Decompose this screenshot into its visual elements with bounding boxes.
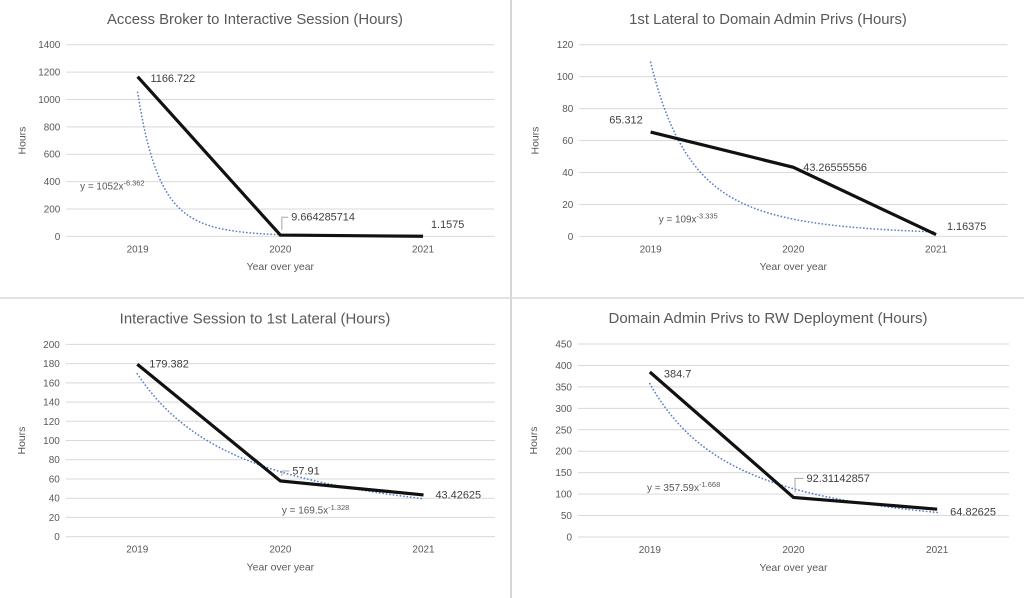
trendline-dotted bbox=[648, 382, 939, 514]
trendline-equation: y = 169.5x-1.328 bbox=[282, 503, 349, 517]
y-axis-tick-label: 120 bbox=[43, 417, 60, 428]
y-axis-tick-label: 800 bbox=[44, 122, 61, 133]
x-axis-tick-label: 2021 bbox=[925, 244, 948, 255]
line-chart-interactive-session-to-1st-lateral: 0 20 40 60 80 100 120 140 160 180 200 Hours 2019 2020… bbox=[17, 310, 496, 574]
chart-panel-domain-admin-privs-to-rw-deployment: 0 50 100 150 200 250 300 350 400 450 Hours 2019 2020… bbox=[512, 299, 1024, 598]
y-axis-tick-label: 80 bbox=[49, 455, 61, 466]
y-axis-tick-label: 120 bbox=[557, 40, 574, 51]
x-axis-title: Year over year bbox=[247, 563, 315, 574]
x-axis-tick-label: 2020 bbox=[269, 244, 292, 255]
trendline-equation: y = 109x-3.335 bbox=[659, 212, 718, 226]
y-axis-tick-label: 0 bbox=[55, 232, 61, 243]
x-axis-tick-label: 2020 bbox=[269, 545, 292, 556]
y-axis-tick-label: 100 bbox=[43, 436, 60, 447]
line-chart-1st-lateral-to-domain-admin-privs: 0 20 40 60 80 100 120 Hours 2019 2020 2021 Year ove… bbox=[531, 12, 1008, 273]
data-label: 9.664285714 bbox=[291, 212, 355, 224]
y-axis-title: Hours bbox=[531, 127, 542, 155]
data-label: 65.312 bbox=[609, 115, 642, 127]
series-line bbox=[136, 362, 424, 497]
y-axis-tick-label: 150 bbox=[555, 468, 572, 479]
x-axis-tick-label: 2019 bbox=[640, 244, 663, 255]
y-axis-tick-label: 140 bbox=[43, 398, 60, 409]
trendline-dotted bbox=[136, 372, 425, 500]
data-label: 1.1575 bbox=[431, 219, 464, 231]
data-label: 384.7 bbox=[664, 369, 692, 381]
y-axis-title: Hours bbox=[18, 127, 29, 155]
chart-title: 1st Lateral to Domain Admin Privs (Hours… bbox=[629, 12, 907, 28]
data-label: 1166.722 bbox=[151, 73, 196, 85]
x-axis-tick-label: 2021 bbox=[412, 244, 435, 255]
y-axis-tick-label: 600 bbox=[44, 150, 61, 161]
x-axis-tick-label: 2019 bbox=[126, 545, 149, 556]
chart-title: Domain Admin Privs to RW Deployment (Hou… bbox=[609, 310, 928, 327]
y-axis-tick-label: 300 bbox=[555, 404, 572, 415]
y-axis-title: Hours bbox=[17, 427, 28, 455]
x-axis-tick-label: 2021 bbox=[412, 545, 435, 556]
series-line bbox=[648, 370, 938, 511]
x-axis-title: Year over year bbox=[247, 262, 315, 273]
y-axis-tick-label: 1000 bbox=[38, 95, 61, 106]
series-line bbox=[136, 75, 424, 238]
trendline-dotted bbox=[136, 91, 424, 238]
y-axis-tick-label: 20 bbox=[562, 200, 574, 211]
y-axis-tick-label: 60 bbox=[49, 474, 61, 485]
y-axis-tick-label: 450 bbox=[555, 340, 572, 351]
x-axis-title: Year over year bbox=[760, 562, 828, 574]
trendline-equation: y = 357.59x-1.668 bbox=[647, 480, 720, 494]
y-axis-tick-label: 50 bbox=[561, 511, 573, 522]
y-axis-tick-label: 200 bbox=[555, 447, 572, 458]
y-axis-tick-label: 0 bbox=[54, 532, 60, 543]
trendline-dotted bbox=[649, 61, 937, 233]
data-label: 92.31142857 bbox=[807, 473, 870, 485]
y-axis-tick-label: 60 bbox=[562, 136, 574, 147]
chart-panel-interactive-session-to-1st-lateral: 0 20 40 60 80 100 120 140 160 180 200 Hours 2019 2020… bbox=[0, 299, 512, 598]
y-axis-title: Hours bbox=[528, 426, 540, 454]
data-label: 43.42625 bbox=[435, 489, 481, 501]
y-axis-tick-label: 40 bbox=[562, 168, 574, 179]
y-axis-tick-label: 20 bbox=[49, 513, 61, 524]
line-chart-domain-admin-privs-to-rw-deployment: 0 50 100 150 200 250 300 350 400 450 Hours 2019 2020… bbox=[528, 310, 1009, 574]
data-label: 1.16375 bbox=[947, 221, 986, 233]
data-label: 64.82625 bbox=[950, 507, 996, 519]
y-axis-tick-label: 250 bbox=[555, 425, 572, 436]
data-label: 57.91 bbox=[292, 466, 319, 478]
y-axis-tick-label: 400 bbox=[44, 177, 61, 188]
data-label-leader-line bbox=[281, 216, 289, 231]
y-axis-tick-label: 1400 bbox=[38, 40, 61, 51]
data-label: 43.26555556 bbox=[803, 162, 867, 174]
y-axis-tick-label: 200 bbox=[43, 340, 60, 351]
y-axis-tick-label: 100 bbox=[555, 490, 572, 501]
line-chart-access-broker-to-interactive-session: 0 200 400 600 800 1000 1200 1400 Hours 2019 2020 20… bbox=[18, 12, 495, 273]
x-axis-tick-label: 2019 bbox=[639, 545, 662, 556]
x-axis-tick-label: 2020 bbox=[782, 244, 805, 255]
x-axis-title: Year over year bbox=[760, 262, 828, 273]
y-axis-tick-label: 0 bbox=[568, 232, 574, 243]
y-axis-tick-label: 40 bbox=[49, 494, 61, 505]
y-axis-tick-label: 80 bbox=[562, 104, 574, 115]
chart-panel-1st-lateral-to-domain-admin-privs: 0 20 40 60 80 100 120 Hours 2019 2020 2021 Year ove… bbox=[512, 0, 1024, 299]
chart-title: Interactive Session to 1st Lateral (Hour… bbox=[120, 310, 391, 327]
y-axis-tick-label: 350 bbox=[555, 382, 572, 393]
x-axis-tick-label: 2019 bbox=[127, 244, 150, 255]
series-line bbox=[650, 130, 937, 236]
y-axis-tick-label: 160 bbox=[43, 378, 60, 389]
data-label: 179.382 bbox=[149, 359, 189, 371]
y-axis-tick-label: 400 bbox=[555, 361, 572, 372]
y-axis-tick-label: 180 bbox=[43, 359, 60, 370]
data-label-leader-line bbox=[281, 470, 290, 477]
x-axis-tick-label: 2020 bbox=[782, 545, 805, 556]
trendline-equation: y = 1052x-6.362 bbox=[80, 179, 144, 193]
y-axis-tick-label: 200 bbox=[44, 204, 61, 215]
y-axis-tick-label: 1200 bbox=[38, 68, 61, 79]
y-axis-tick-label: 100 bbox=[557, 72, 574, 83]
x-axis-tick-label: 2021 bbox=[926, 545, 949, 556]
y-axis-tick-label: 0 bbox=[566, 533, 572, 544]
data-label-leader-line bbox=[794, 477, 804, 493]
chart-title: Access Broker to Interactive Session (Ho… bbox=[107, 12, 403, 28]
chart-panel-access-broker-to-interactive-session: 0 200 400 600 800 1000 1200 1400 Hours 2019 2020 20… bbox=[0, 0, 512, 299]
